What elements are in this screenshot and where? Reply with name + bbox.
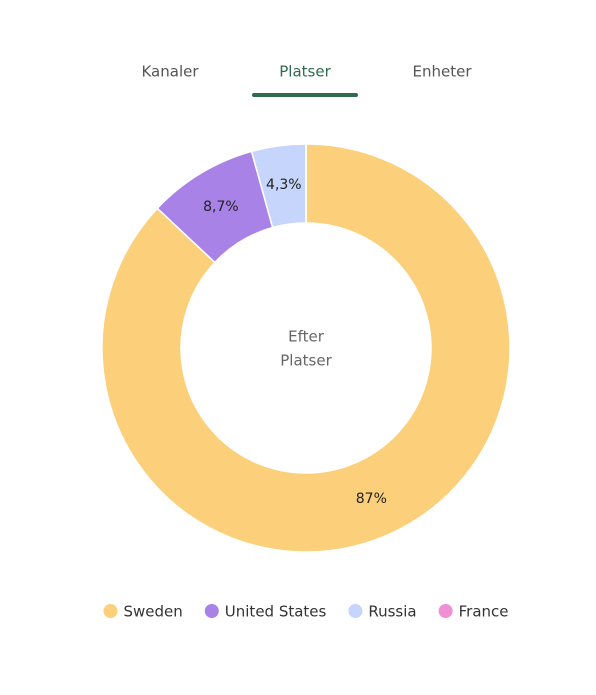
center-label: Platser [280,352,332,370]
value-label: 4,3% [266,177,302,193]
legend-label: Sweden [124,603,183,621]
value-label: 87% [356,491,387,507]
tab-indicator [252,93,358,97]
legend-marker [103,604,118,618]
tab-bar: Kanaler Platser Enheter [141,63,473,97]
tab[interactable]: Platser [279,63,331,81]
slice [101,143,511,553]
legend-marker [204,604,219,618]
legend-marker [348,604,363,618]
donut-chart: 87% 8,7% 4,3% Efter Platser [101,143,511,553]
legend-label: Russia [368,603,416,621]
center-label: Efter [288,328,325,346]
tab[interactable]: Enheter [413,63,473,81]
legend: Sweden United States Russia France [103,603,509,621]
legend-label: France [459,603,509,621]
value-label: 8,7% [203,199,239,215]
tab[interactable]: Kanaler [141,63,199,81]
legend-marker [438,604,453,618]
legend-label: United States [225,603,327,621]
